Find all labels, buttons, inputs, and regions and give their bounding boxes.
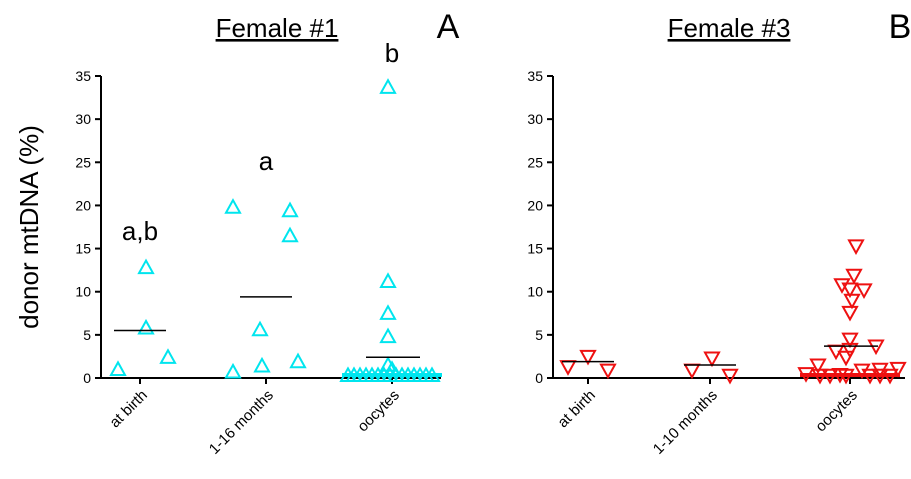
data-point <box>703 351 721 368</box>
significance-label: b <box>385 38 399 68</box>
data-point <box>847 239 865 256</box>
data-point <box>837 350 855 367</box>
panel-letter: A <box>437 8 460 46</box>
x-tick-label: oocytes <box>812 387 861 436</box>
panel-female-3: Female #3 B 0 5 10 15 20 25 30 35 at birth 1-10 m… <box>527 8 911 458</box>
data-point <box>253 356 271 373</box>
data-point <box>137 258 155 275</box>
data-point <box>281 226 299 243</box>
y-tick-label: 25 <box>75 154 91 170</box>
data-point <box>579 349 597 366</box>
data-point <box>224 362 242 379</box>
data-point <box>559 360 577 376</box>
y-tick-label: 25 <box>527 154 543 170</box>
data-point <box>379 78 397 94</box>
y-tick-label: 35 <box>75 68 91 84</box>
data-point <box>683 363 701 380</box>
y-tick-label: 30 <box>527 111 543 127</box>
data-point <box>833 278 851 294</box>
y-tick-label: 20 <box>527 197 543 213</box>
data-point <box>845 268 863 285</box>
y-tick-label: 15 <box>527 241 543 257</box>
data-point <box>251 320 269 337</box>
data-point <box>855 283 873 300</box>
y-tick-label: 5 <box>535 327 543 343</box>
x-tick-label: 1-16 months <box>206 387 277 458</box>
y-tick-label: 30 <box>75 111 91 127</box>
x-tick-label: at birth <box>106 387 150 431</box>
data-point <box>721 368 739 385</box>
y-tick-label: 0 <box>83 370 91 386</box>
data-point <box>379 304 397 320</box>
data-point <box>137 318 155 335</box>
panel-title: Female #3 <box>668 13 791 43</box>
data-point <box>159 348 177 364</box>
data-point <box>289 352 307 369</box>
x-tick-label: at birth <box>554 387 598 431</box>
data-point <box>379 272 397 288</box>
data-point <box>224 198 242 214</box>
y-tick-label: 20 <box>75 197 91 213</box>
y-tick-label: 0 <box>535 370 543 386</box>
data-point <box>841 282 859 299</box>
panel-title: Female #1 <box>216 13 339 43</box>
data-point <box>599 363 617 380</box>
data-point <box>809 358 827 375</box>
panel-letter: B <box>889 8 911 46</box>
y-tick-label: 10 <box>527 284 543 300</box>
oocyte-baseline-cluster <box>342 373 442 377</box>
data-point <box>841 305 859 322</box>
data-point <box>853 363 871 380</box>
data-point <box>841 342 859 359</box>
significance-label: a <box>259 146 274 176</box>
data-point <box>281 201 299 218</box>
data-point <box>379 327 397 344</box>
panel-female-1: Female #1 A donor mtDNA (%) 0 5 10 15 20 25 30… <box>14 8 460 458</box>
significance-label: a,b <box>122 216 158 246</box>
data-point <box>841 332 859 349</box>
x-tick-label: 1-10 months <box>650 387 721 458</box>
oocyte-baseline-cluster <box>800 373 900 377</box>
y-axis-label: donor mtDNA (%) <box>14 125 44 329</box>
data-point <box>843 293 861 310</box>
y-tick-label: 5 <box>83 327 91 343</box>
x-tick-label: oocytes <box>354 387 403 436</box>
y-tick-label: 35 <box>527 68 543 84</box>
data-point <box>109 360 127 376</box>
y-tick-label: 10 <box>75 284 91 300</box>
y-tick-label: 15 <box>75 241 91 257</box>
